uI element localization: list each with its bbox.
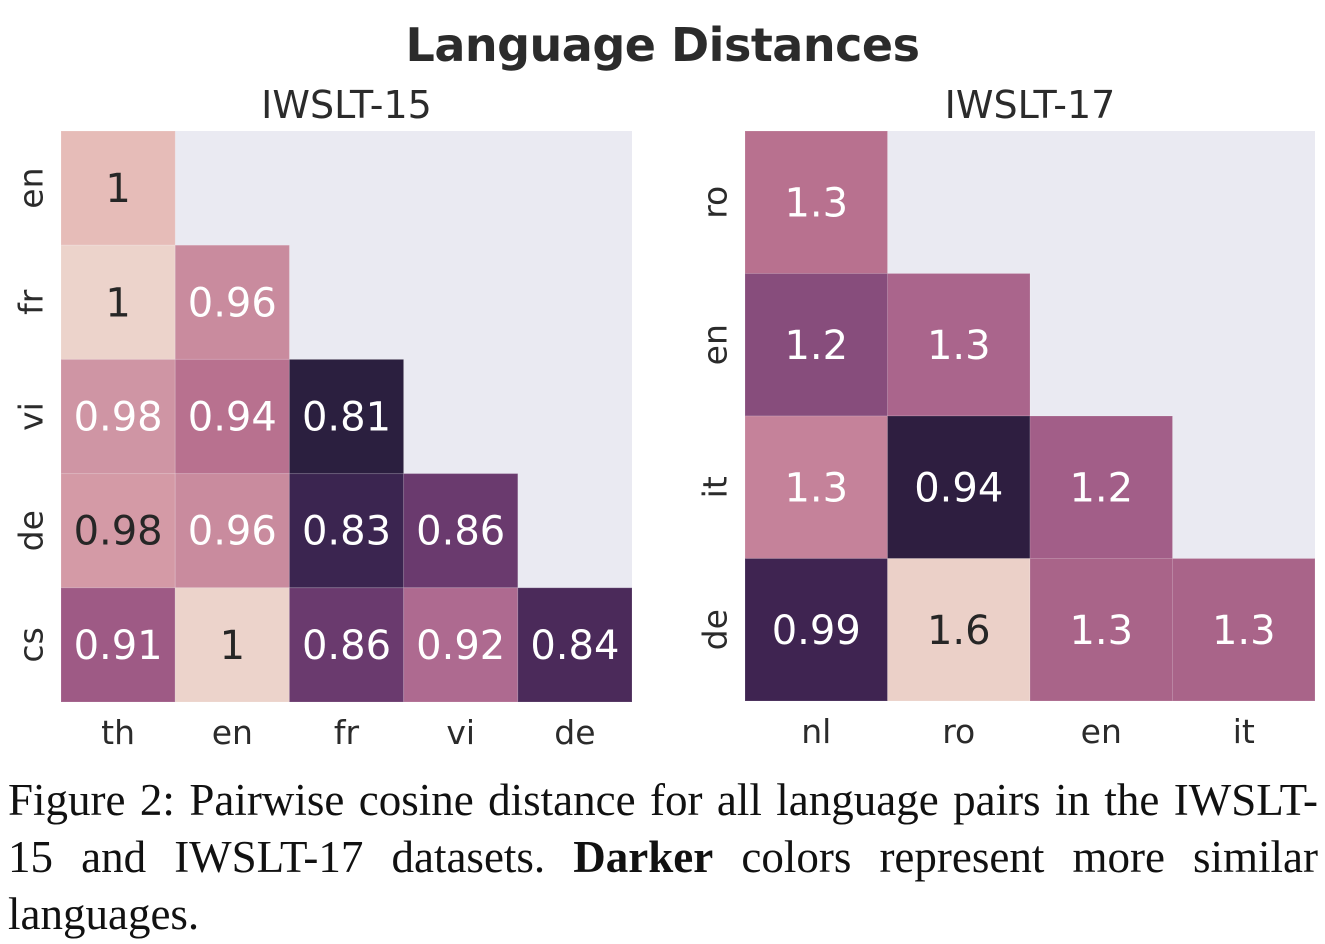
row-tick-label: de	[12, 510, 51, 551]
cell-value-label: 1.3	[1212, 608, 1276, 654]
heatmap-cell	[1029, 558, 1173, 702]
heatmap-cell	[517, 587, 633, 703]
heatmap-cell	[288, 358, 405, 475]
cell-value-label: 0.91	[74, 623, 163, 669]
col-tick-label: de	[554, 713, 595, 752]
col-tick-label: fr	[334, 713, 360, 752]
col-tick-label: th	[101, 713, 135, 752]
cell-value-label: 0.96	[188, 280, 277, 326]
heatmap-cell	[1172, 558, 1316, 702]
figure-caption: Figure 2: Pairwise cosine distance for a…	[8, 772, 1318, 943]
col-tick-label: en	[212, 713, 253, 752]
row-tick-label: de	[696, 609, 735, 650]
row-tick-label: ro	[696, 186, 735, 219]
heatmap-cell	[744, 130, 888, 274]
cell-value-label: 1	[220, 623, 245, 669]
heatmap-cell	[1029, 415, 1173, 559]
cell-value-label: 0.96	[188, 509, 277, 555]
cell-value-label: 0.94	[188, 395, 277, 441]
col-tick-label: nl	[801, 712, 831, 751]
cell-value-label: 1.3	[784, 180, 848, 226]
cell-value-label: 0.98	[74, 395, 163, 441]
figure-title: Language Distances	[405, 18, 920, 72]
heatmap-cell	[887, 273, 1031, 417]
cell-value-label: 1.2	[784, 323, 848, 369]
cell-value-label: 1	[105, 166, 130, 212]
row-tick-label: en	[12, 167, 51, 208]
heatmap-cell	[174, 244, 290, 360]
col-tick-label: it	[1233, 712, 1255, 751]
caption-suffix: colors represent more similar languages.	[8, 832, 1319, 939]
row-tick-label: cs	[12, 627, 51, 662]
heatmap-cell	[60, 473, 176, 589]
cell-value-label: 0.86	[302, 623, 391, 669]
heatmap-cell	[403, 587, 519, 703]
heatmap-cell	[174, 473, 290, 589]
heatmap-cell	[744, 558, 888, 702]
heatmap-cell	[174, 587, 290, 703]
cell-value-label: 1.3	[784, 465, 848, 511]
row-tick-label: fr	[12, 289, 51, 315]
heatmap-iwslt15: IWSLT-15 1 1 0.96 0.98 0.94 0.81 0.98 0.96 0.83 0.…	[12, 83, 633, 752]
cell-value-label: 0.83	[302, 509, 391, 555]
row-tick-label: it	[696, 476, 735, 498]
heatmap-cell	[887, 558, 1031, 702]
caption-bold: Darker	[573, 832, 714, 882]
col-tick-label: en	[1081, 712, 1122, 751]
heatmap-cell	[60, 358, 176, 475]
heatmap-cell	[403, 473, 519, 589]
cell-value-label: 0.92	[416, 623, 505, 669]
row-tick-label: en	[696, 324, 735, 365]
heatmap-cell	[60, 587, 176, 703]
cell-value-label: 1	[105, 280, 130, 326]
cell-value-label: 1.2	[1069, 465, 1133, 511]
cell-value-label: 0.81	[302, 395, 391, 441]
heatmap-cell	[744, 415, 888, 559]
cell-value-label: 0.84	[530, 623, 619, 669]
cell-value-label: 0.94	[914, 465, 1003, 511]
panel-title: IWSLT-17	[945, 83, 1116, 127]
cell-value-label: 1.3	[927, 323, 991, 369]
heatmap-cell	[744, 273, 888, 417]
caption-prefix: Figure 2: Pairwise cosine distance for a…	[8, 775, 1318, 882]
col-tick-label: ro	[942, 712, 975, 751]
cell-value-label: 0.86	[416, 509, 505, 555]
cell-value-label: 1.3	[1069, 608, 1133, 654]
heatmap-charts: IWSLT-15 1 1 0.96 0.98 0.94 0.81 0.98 0.96 0.83 0.…	[12, 83, 1316, 752]
cell-value-label: 1.6	[927, 608, 991, 654]
heatmap-cell	[288, 587, 405, 703]
heatmap-cell	[174, 358, 290, 475]
heatmap-iwslt17: IWSLT-17 1.3 1.2 1.3 1.3 0.94 1.2 0.99 1.6 1.3 1.3…	[696, 83, 1316, 751]
col-tick-label: vi	[446, 713, 475, 752]
cell-value-label: 0.98	[74, 509, 163, 555]
row-tick-label: vi	[12, 402, 51, 431]
panel-title: IWSLT-15	[261, 83, 432, 127]
cell-value-label: 0.99	[772, 608, 861, 654]
